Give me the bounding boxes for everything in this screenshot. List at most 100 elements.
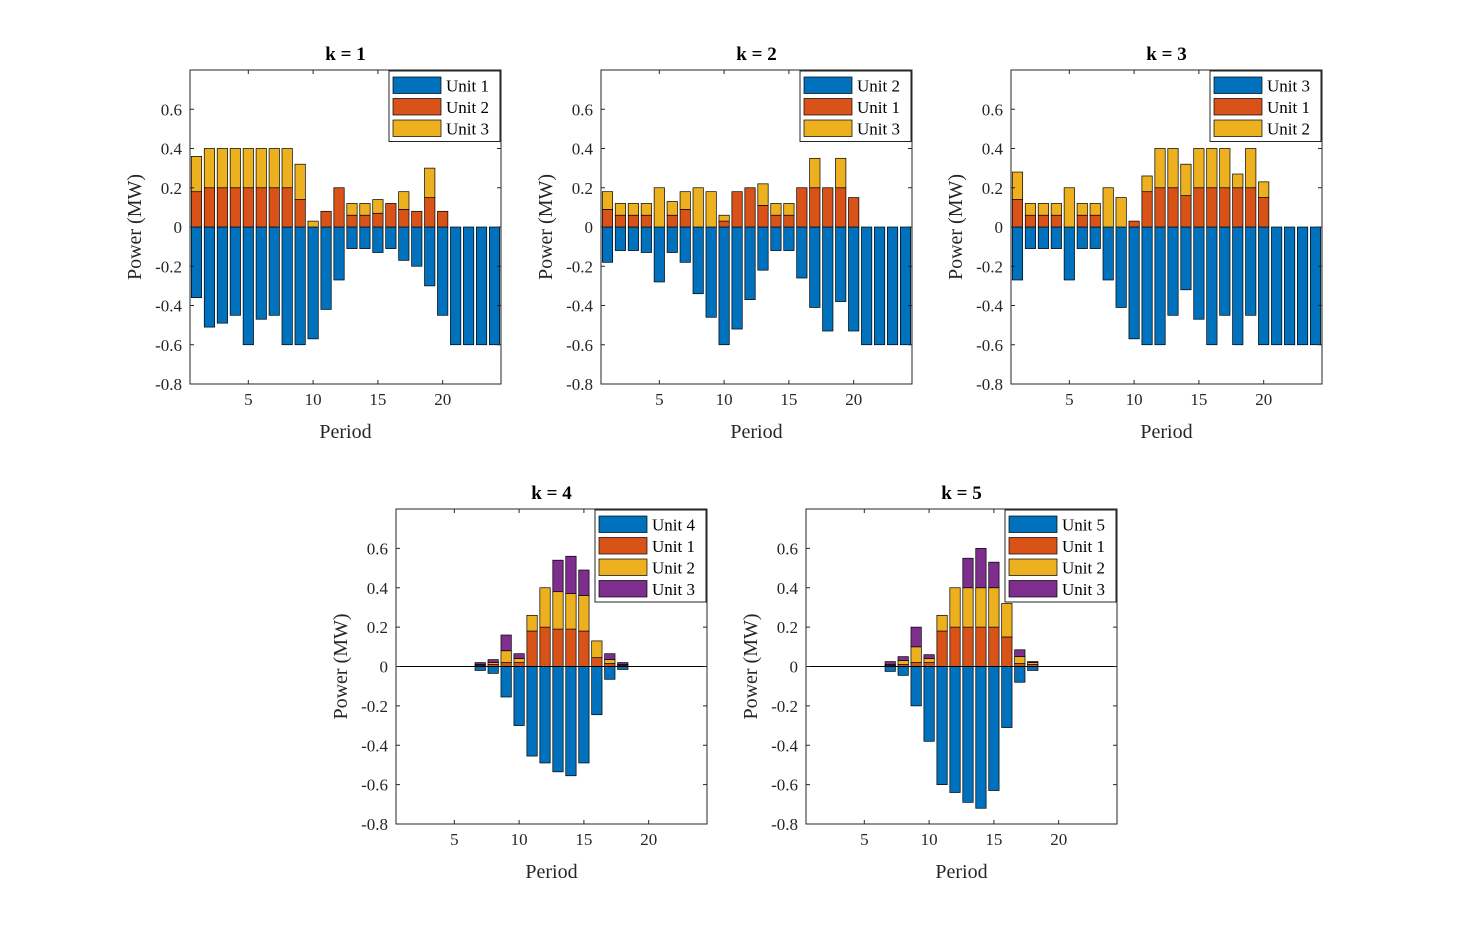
bar-unit-3-period-9 xyxy=(294,163,306,200)
x-tick-label: 5 xyxy=(860,830,869,849)
bar-unit-1-period-18 xyxy=(411,226,423,267)
x-tick-label: 10 xyxy=(511,830,528,849)
bar-unit-2-period-2 xyxy=(614,226,626,251)
bar-unit-2-period-14 xyxy=(770,226,782,251)
bar-unit-2-period-11 xyxy=(526,614,538,632)
x-tick-label: 10 xyxy=(1126,390,1143,409)
bar-unit-3-period-5 xyxy=(242,148,254,189)
bar-unit-3-period-17 xyxy=(398,191,410,210)
legend-label: Unit 1 xyxy=(446,77,489,96)
bar-unit-1-period-15 xyxy=(372,226,384,253)
legend-label: Unit 2 xyxy=(857,77,900,96)
bar-unit-3-period-1 xyxy=(1011,226,1024,281)
y-tick-label: -0.8 xyxy=(566,375,593,394)
y-tick-label: -0.4 xyxy=(566,297,593,316)
bar-unit-2-period-4 xyxy=(640,226,652,253)
bar-unit-3-period-9 xyxy=(705,191,717,228)
bar-unit-2-period-7 xyxy=(1089,203,1101,216)
legend-label: Unit 1 xyxy=(652,537,695,556)
legend-swatch-unit-1 xyxy=(1213,98,1263,116)
bar-unit-5-period-18 xyxy=(1027,666,1039,671)
bar-unit-1-period-7 xyxy=(679,208,691,228)
bar-unit-2-period-7 xyxy=(268,187,280,228)
y-tick-label: 0.6 xyxy=(777,539,798,558)
x-tick-label: 20 xyxy=(434,390,451,409)
bar-unit-3-period-5 xyxy=(653,187,665,228)
bar-unit-2-period-16 xyxy=(1001,603,1013,638)
bar-unit-3-period-3 xyxy=(216,148,228,189)
bar-unit-1-period-3 xyxy=(627,214,639,228)
bar-unit-3-period-10 xyxy=(1128,226,1140,340)
x-tick-label: 15 xyxy=(575,830,592,849)
bar-unit-2-period-18 xyxy=(1232,173,1244,189)
y-tick-label: -0.4 xyxy=(976,297,1003,316)
legend-swatch-unit-5 xyxy=(1008,515,1058,533)
y-tick-label: 0.2 xyxy=(161,179,182,198)
chart-title: k = 5 xyxy=(941,483,981,504)
bar-unit-3-period-11 xyxy=(1141,226,1153,346)
bar-unit-1-period-22 xyxy=(463,226,475,346)
bar-unit-3-period-8 xyxy=(897,656,909,661)
bar-unit-2-period-17 xyxy=(809,226,821,308)
y-tick-label: -0.8 xyxy=(976,375,1003,394)
bar-unit-3-period-9 xyxy=(500,634,512,652)
legend-label: Unit 2 xyxy=(446,98,489,117)
bar-unit-1-period-17 xyxy=(398,226,410,261)
bar-unit-1-period-9 xyxy=(910,662,922,667)
y-tick-label: -0.8 xyxy=(771,815,798,834)
bar-unit-2-period-14 xyxy=(975,587,987,628)
bar-unit-1-period-14 xyxy=(975,626,987,667)
bar-unit-1-period-10 xyxy=(513,662,525,667)
y-tick-label: 0.6 xyxy=(982,100,1003,119)
subplot-k5: 5 10 15 20 -0.8 -0.6 -0.4 -0.2 0 0.2 0.4 0.6 k = 5 Pe… xyxy=(740,483,1118,883)
legend-label: Unit 2 xyxy=(652,559,695,578)
legend-swatch-unit-2 xyxy=(598,558,648,576)
bars xyxy=(1011,148,1322,346)
x-tick-label: 10 xyxy=(716,390,733,409)
bar-unit-3-period-9 xyxy=(910,626,922,648)
bar-unit-1-period-8 xyxy=(281,226,293,346)
bar-unit-3-period-5 xyxy=(1063,226,1075,281)
bar-unit-1-period-13 xyxy=(346,226,358,249)
bar-unit-4-period-8 xyxy=(487,666,499,674)
legend-label: Unit 1 xyxy=(1062,537,1105,556)
bar-unit-2-period-13 xyxy=(962,587,974,628)
legend-label: Unit 2 xyxy=(1062,559,1105,578)
bars xyxy=(190,148,501,346)
x-axis-label: Period xyxy=(730,421,782,443)
legend-label: Unit 3 xyxy=(652,580,695,599)
bar-unit-1-period-12 xyxy=(949,626,961,667)
x-tick-label: 5 xyxy=(655,390,664,409)
bar-unit-3-period-7 xyxy=(679,191,691,210)
bar-unit-2-period-18 xyxy=(411,210,423,228)
bar-unit-3-period-7 xyxy=(884,661,896,665)
bar-unit-1-period-19 xyxy=(424,226,436,287)
bar-unit-2-period-15 xyxy=(988,587,1000,628)
bar-unit-3-period-8 xyxy=(1102,226,1114,281)
bar-unit-3-period-6 xyxy=(255,148,267,189)
bar-unit-5-period-8 xyxy=(897,666,909,676)
bar-unit-2-period-4 xyxy=(1050,203,1062,216)
bar-unit-3-period-23 xyxy=(1297,226,1309,346)
bar-unit-1-period-17 xyxy=(1219,187,1231,228)
bar-unit-2-period-15 xyxy=(372,212,384,228)
bar-unit-2-period-22 xyxy=(874,226,886,346)
bar-unit-1-period-16 xyxy=(1001,636,1013,667)
y-tick-label: -0.6 xyxy=(566,336,593,355)
bar-unit-3-period-14 xyxy=(359,203,371,216)
bar-unit-3-period-22 xyxy=(1284,226,1296,346)
bar-unit-3-period-13 xyxy=(346,203,358,216)
legend-label: Unit 5 xyxy=(1062,516,1105,535)
y-tick-label: -0.8 xyxy=(361,815,388,834)
y-tick-label: -0.6 xyxy=(976,336,1003,355)
bar-unit-1-period-14 xyxy=(770,214,782,228)
y-tick-label: -0.6 xyxy=(771,776,798,795)
bar-unit-3-period-8 xyxy=(281,148,293,189)
bar-unit-3-period-13 xyxy=(962,557,974,589)
bar-unit-2-period-11 xyxy=(731,226,743,330)
x-tick-label: 10 xyxy=(305,390,322,409)
bar-unit-2-period-24 xyxy=(899,226,912,346)
bar-unit-1-period-10 xyxy=(923,662,935,667)
bars xyxy=(474,555,629,777)
bar-unit-3-period-15 xyxy=(578,569,590,596)
